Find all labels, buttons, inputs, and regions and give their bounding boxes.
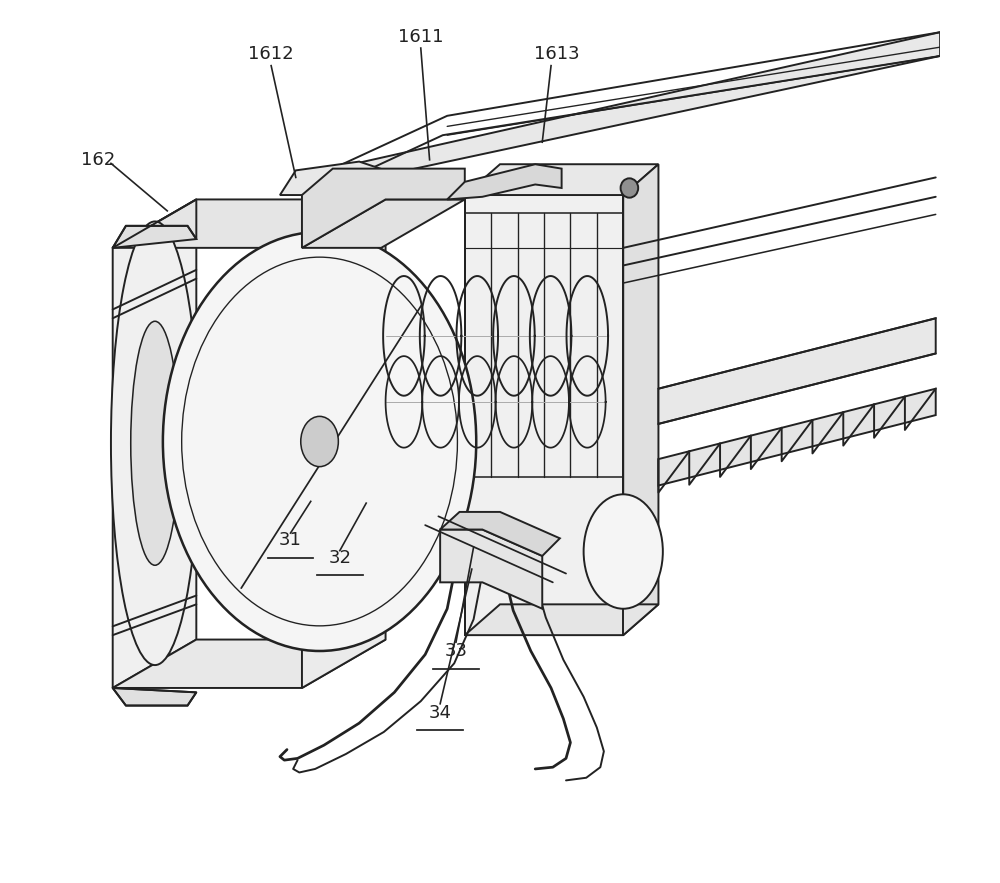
Ellipse shape [111, 222, 199, 665]
Ellipse shape [301, 417, 338, 466]
Text: 32: 32 [328, 548, 351, 567]
Polygon shape [440, 530, 542, 608]
Text: 1612: 1612 [248, 45, 294, 64]
Polygon shape [302, 200, 386, 688]
Text: 34: 34 [429, 704, 452, 721]
Polygon shape [465, 164, 658, 195]
Ellipse shape [163, 232, 476, 651]
Polygon shape [302, 169, 465, 248]
Polygon shape [113, 200, 196, 688]
Text: 33: 33 [444, 642, 467, 660]
Polygon shape [658, 318, 936, 424]
Text: 162: 162 [81, 151, 115, 169]
Ellipse shape [131, 321, 179, 565]
Polygon shape [113, 639, 386, 688]
Polygon shape [440, 512, 560, 556]
Ellipse shape [584, 494, 663, 608]
Polygon shape [113, 226, 196, 248]
Polygon shape [333, 32, 940, 186]
Text: 1611: 1611 [398, 27, 444, 46]
Polygon shape [465, 604, 658, 635]
Polygon shape [302, 200, 465, 248]
Polygon shape [113, 200, 386, 248]
Polygon shape [280, 162, 386, 195]
Ellipse shape [621, 178, 638, 198]
Polygon shape [623, 164, 658, 635]
Text: 31: 31 [279, 531, 302, 549]
Polygon shape [113, 688, 196, 706]
Polygon shape [447, 164, 562, 200]
Polygon shape [440, 477, 606, 565]
Polygon shape [658, 389, 936, 486]
Text: 1613: 1613 [534, 45, 580, 64]
Polygon shape [465, 195, 623, 635]
